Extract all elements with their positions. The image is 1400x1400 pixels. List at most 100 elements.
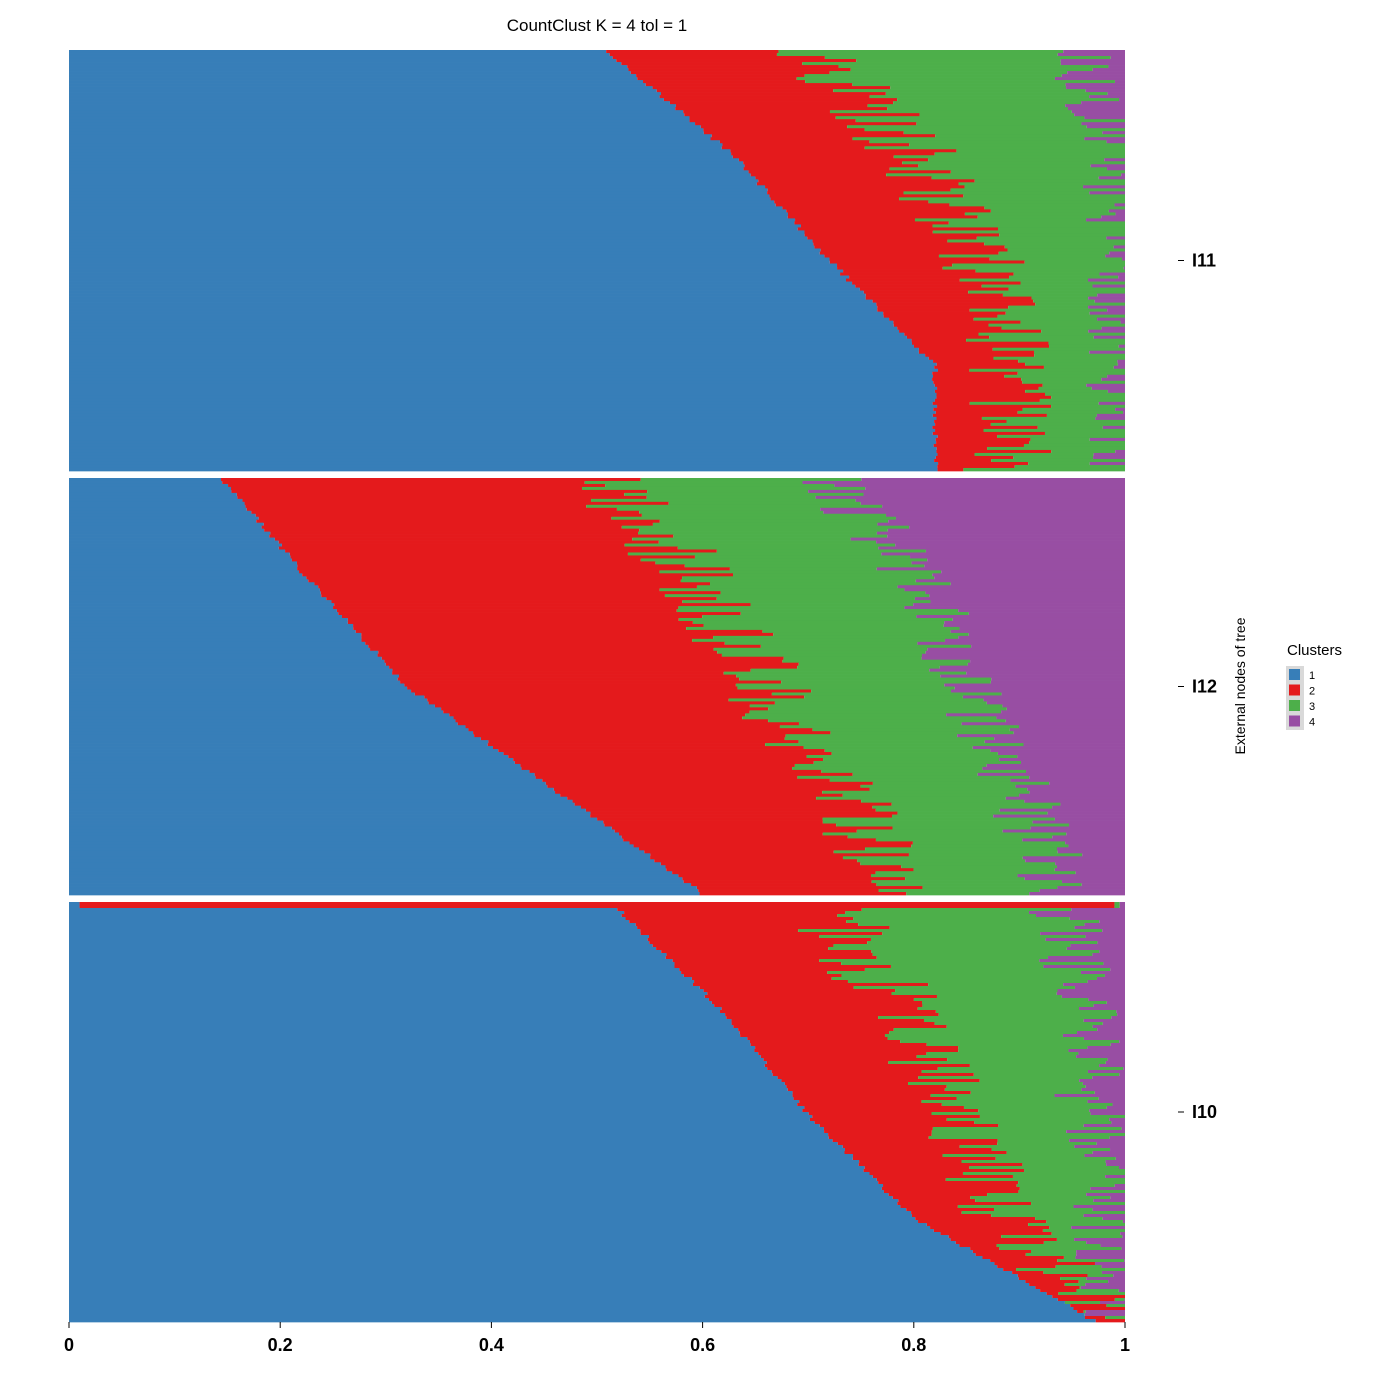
- bar-segment-cluster-1: [69, 647, 371, 652]
- bar-segment-cluster-3: [1064, 1283, 1086, 1287]
- bar-segment-cluster-4: [1020, 760, 1125, 765]
- bar-segment-cluster-1: [69, 68, 629, 72]
- bar-segment-cluster-1: [69, 1160, 860, 1164]
- bar-segment-cluster-4: [1066, 947, 1125, 951]
- bar-segment-cluster-1: [69, 594, 322, 598]
- bar-segment-cluster-4: [1093, 1199, 1125, 1203]
- bar-segment-cluster-1: [69, 623, 354, 628]
- bar-segment-cluster-2: [771, 1070, 922, 1074]
- bar-segment-cluster-2: [782, 206, 985, 210]
- bar-segment-cluster-1: [69, 53, 610, 57]
- bar-segment-cluster-2: [926, 1223, 1029, 1227]
- bar-segment-cluster-3: [926, 1052, 1079, 1056]
- bar-segment-cluster-4: [961, 722, 1125, 726]
- bar-segment-cluster-4: [1089, 311, 1125, 315]
- bar-segment-cluster-2: [643, 80, 806, 84]
- bar-segment-cluster-2: [361, 635, 714, 640]
- bar-segment-cluster-3: [995, 1157, 1116, 1161]
- bar-segment-cluster-3: [735, 683, 945, 687]
- bar-segment-cluster-3: [1039, 398, 1125, 403]
- bar-segment-cluster-4: [925, 591, 1125, 595]
- bar-segment-cluster-1: [69, 326, 898, 331]
- bar-segment-cluster-2: [849, 275, 1010, 279]
- bar-segment-cluster-4: [996, 716, 1125, 720]
- panels: [69, 50, 1125, 1323]
- bar-segment-cluster-1: [69, 392, 937, 397]
- bar-segment-cluster-4: [1052, 835, 1125, 839]
- bar-segment-cluster-3: [994, 1208, 1093, 1212]
- bar-segment-cluster-3: [682, 576, 935, 580]
- bar-segment-cluster-2: [788, 212, 965, 216]
- bar-segment-cluster-2: [400, 680, 782, 684]
- bar-segment-cluster-3: [1078, 1280, 1109, 1284]
- bar-segment-cluster-2: [824, 1130, 932, 1134]
- bar-segment-cluster-3: [861, 908, 1072, 912]
- bar-segment-cluster-4: [876, 531, 1125, 535]
- bar-segment-cluster-3: [891, 802, 1061, 806]
- bar-segment-cluster-4: [1092, 1208, 1125, 1212]
- bar-segment-cluster-2: [465, 725, 780, 729]
- bar-segment-cluster-1: [69, 248, 821, 252]
- bar-segment-cluster-2: [678, 874, 872, 878]
- bar-segment-cluster-3: [1043, 1271, 1102, 1275]
- bar-segment-cluster-1: [69, 1259, 991, 1263]
- bar-segment-cluster-1: [69, 323, 894, 328]
- bar-segment-cluster-2: [936, 416, 982, 421]
- bar-segment-cluster-4: [1024, 877, 1125, 881]
- bar-segment-cluster-2: [710, 137, 853, 141]
- bar-segment-cluster-3: [1057, 1259, 1125, 1263]
- bar-segment-cluster-3: [977, 215, 1102, 219]
- bar-segment-cluster-4: [1047, 811, 1125, 815]
- bar-segment-cluster-2: [308, 579, 681, 583]
- bar-segment-cluster-4: [1019, 725, 1125, 729]
- bar-segment-cluster-1: [69, 1268, 1004, 1272]
- bar-segment-cluster-3: [1006, 419, 1125, 424]
- bar-segment-cluster-3: [1030, 1250, 1077, 1254]
- bar-segment-cluster-1: [69, 1145, 843, 1149]
- bar-segment-cluster-1: [69, 1109, 803, 1113]
- bar-segment-cluster-3: [627, 552, 882, 556]
- bar-segment-cluster-2: [659, 95, 870, 99]
- bar-segment-cluster-4: [1119, 902, 1125, 906]
- bar-segment-cluster-4: [1054, 77, 1125, 81]
- bar-segment-cluster-1: [69, 1130, 825, 1134]
- bar-segment-cluster-3: [804, 695, 963, 699]
- bar-segment-cluster-4: [820, 507, 1125, 512]
- bar-segment-cluster-1: [69, 784, 548, 789]
- bar-segment-cluster-1: [69, 731, 474, 735]
- bar-segment-cluster-2: [911, 1211, 962, 1215]
- bar-segment-cluster-3: [831, 752, 998, 756]
- bar-segment-cluster-1: [69, 992, 708, 996]
- bar-segment-cluster-1: [69, 59, 617, 63]
- bar-segment-cluster-2: [585, 808, 876, 812]
- bar-segment-cluster-1: [69, 989, 704, 993]
- bar-segment-cluster-1: [69, 359, 934, 364]
- bar-segment-cluster-3: [870, 938, 1046, 942]
- bar-segment-cluster-3: [1114, 905, 1120, 909]
- bar-segment-cluster-2: [1003, 1268, 1017, 1272]
- bar-segment-cluster-2: [237, 495, 647, 500]
- bar-segment-cluster-1: [69, 71, 631, 75]
- bar-segment-cluster-1: [69, 425, 933, 430]
- bar-segment-cluster-4: [1094, 1091, 1125, 1095]
- bar-segment-cluster-3: [773, 632, 969, 637]
- bar-segment-cluster-3: [1016, 1268, 1125, 1272]
- bar-segment-cluster-2: [743, 167, 890, 171]
- bar-segment-cluster-4: [939, 665, 1125, 669]
- bar-segment-cluster-3: [897, 98, 1120, 102]
- bar-segment-cluster-3: [917, 1007, 1080, 1011]
- bar-segment-cluster-3: [771, 692, 1002, 696]
- bar-segment-cluster-4: [1086, 1241, 1125, 1245]
- bar-segment-cluster-2: [714, 1004, 923, 1008]
- bar-segment-cluster-3: [998, 1124, 1084, 1128]
- bar-segment-cluster-1: [69, 371, 933, 376]
- bar-segment-cluster-3: [923, 1019, 1084, 1023]
- bar-segment-cluster-3: [944, 1088, 1082, 1092]
- bar-segment-cluster-2: [320, 591, 721, 595]
- bar-segment-cluster-2: [859, 1160, 962, 1164]
- bar-segment-cluster-1: [69, 164, 745, 168]
- bar-segment-cluster-1: [69, 1178, 877, 1182]
- bar-segment-cluster-3: [659, 570, 942, 574]
- bar-segment-cluster-3: [822, 790, 1030, 795]
- bar-segment-cluster-1: [69, 701, 429, 705]
